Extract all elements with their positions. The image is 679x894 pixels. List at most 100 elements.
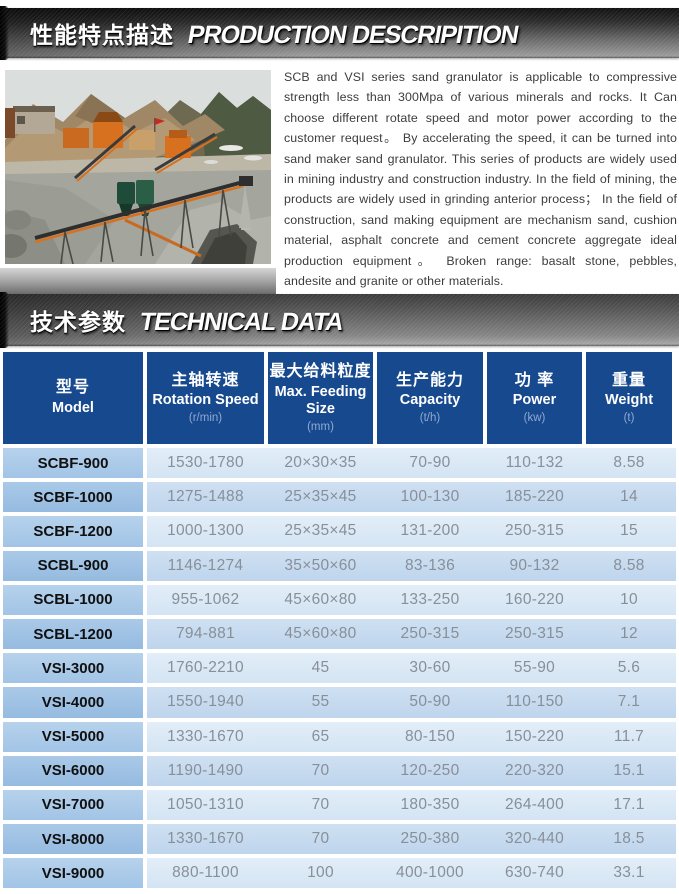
model-cell: VSI-4000 [3,687,143,718]
value-cell: 250-380 [400,830,460,848]
value-cell: 70 [311,761,330,779]
row-values: 1330-1670 70 250-380 320-440 18.5 [147,824,676,855]
value-cell: 100-130 [400,488,460,506]
model-cell: VSI-3000 [3,653,143,684]
model-cell: VSI-7000 [3,789,143,821]
table-row: VSI-5000 1330-1670 65 80-150 150-220 11.7 [3,721,676,752]
row-values: 1550-1940 55 50-90 110-150 7.1 [147,687,676,718]
model-cell: VSI-8000 [3,824,143,855]
value-cell: 250-315 [400,625,460,643]
table-header-cell: 最大给料粒度 Max. Feeding Size (mm) [268,352,373,444]
table-row: SCBF-1200 1000-1300 25×35×45 131-200 250-315… [3,516,676,547]
value-cell: 5.6 [617,659,641,677]
table-row: VSI-7000 1050-1310 70 180-350 264-400 17.1 [3,789,676,821]
value-cell: 250-315 [505,625,564,643]
value-cell: 1530-1780 [167,454,244,472]
row-values: 794-881 45×60×80 250-315 250-315 12 [147,618,676,650]
table-row: SCBL-1000 955-1062 45×60×80 133-250 160-220 1… [3,584,676,615]
table-header-cell: 型号 Model [3,352,143,444]
quarry-scene-illustration [5,70,271,264]
value-cell: 1000-1300 [167,522,244,540]
banner-title: 技术参数 TECHNICAL DATA [0,303,346,337]
value-cell: 1146-1274 [167,556,244,574]
table-row: SCBF-1000 1275-1488 25×35×45 100-130 185-220… [3,482,676,513]
model-cell: SCBL-1000 [3,584,143,615]
description-paragraph: SCB and VSI series sand granulator is ap… [284,70,677,289]
value-cell: 70-90 [409,454,451,472]
value-cell: 70 [311,830,330,848]
value-cell: 80-150 [404,727,456,745]
value-cell: 794-881 [176,625,235,643]
table-body: SCBF-900 1530-1780 20×30×35 70-90 110-132 8.5… [3,448,676,889]
row-values: 880-1100 100 400-1000 630-740 33.1 [147,858,676,889]
value-cell: 185-220 [505,488,564,506]
value-cell: 35×50×60 [284,556,357,574]
value-cell: 55-90 [513,659,556,677]
model-cell: SCBL-1200 [3,618,143,650]
row-values: 1530-1780 20×30×35 70-90 110-132 8.58 [147,448,676,479]
value-cell: 45 [311,659,330,677]
photo-bottom-shadow [0,268,276,294]
value-cell: 11.7 [613,727,645,745]
value-cell: 880-1100 [172,864,239,882]
value-cell: 133-250 [400,590,460,608]
value-cell: 25×35×45 [284,488,357,506]
table-row: VSI-3000 1760-2210 45 30-60 55-90 5.6 [3,653,676,684]
page-curl-shadow [0,6,9,60]
row-values: 955-1062 45×60×80 133-250 160-220 10 [147,584,676,615]
model-cell: VSI-5000 [3,721,143,752]
model-cell: VSI-6000 [3,755,143,786]
row-values: 1190-1490 70 120-250 220-320 15.1 [147,755,676,786]
value-cell: 320-440 [505,830,564,848]
value-cell: 150-220 [505,727,564,745]
value-cell: 15 [620,522,638,540]
table-row: SCBL-1200 794-881 45×60×80 250-315 250-315 12 [3,618,676,650]
table-row: VSI-6000 1190-1490 70 120-250 220-320 15.1 [3,755,676,786]
value-cell: 1550-1940 [167,693,244,711]
value-cell: 120-250 [400,761,460,779]
model-cell: SCBF-1000 [3,482,143,513]
table-row: SCBF-900 1530-1780 20×30×35 70-90 110-132 8.5… [3,448,676,479]
value-cell: 45×60×80 [284,590,357,608]
value-cell: 70 [311,795,330,813]
table-row: SCBL-900 1146-1274 35×50×60 83-136 90-132 8.5… [3,550,676,581]
value-cell: 20×30×35 [284,454,357,472]
table-header: 型号 Model 主轴转速 Rotation Speed (r/min) 最大给料粒度 Ma… [3,352,676,444]
table-row: VSI-8000 1330-1670 70 250-380 320-440 18.5 [3,824,676,855]
row-values: 1330-1670 65 80-150 150-220 11.7 [147,721,676,752]
value-cell: 264-400 [505,795,564,813]
banner-title: 性能特点描述 PRODUCTION DESCRIPITION [0,16,521,50]
production-line-photo [5,70,271,264]
value-cell: 1190-1490 [167,761,244,779]
row-values: 1146-1274 35×50×60 83-136 90-132 8.58 [147,550,676,581]
value-cell: 12 [620,625,638,643]
banner-title-en: PRODUCTION DESCRIPITION [186,21,521,49]
value-cell: 1330-1670 [167,727,244,745]
value-cell: 90-132 [509,556,560,574]
value-cell: 1275-1488 [167,488,244,506]
value-cell: 50-90 [409,693,451,711]
value-cell: 8.58 [613,556,645,574]
model-cell: SCBF-900 [3,448,143,479]
value-cell: 18.5 [613,830,645,848]
value-cell: 45×60×80 [284,625,357,643]
value-cell: 83-136 [404,556,456,574]
value-cell: 630-740 [505,864,564,882]
production-description-banner: 性能特点描述 PRODUCTION DESCRIPITION [0,6,679,60]
row-values: 1000-1300 25×35×45 131-200 250-315 15 [147,516,676,547]
value-cell: 220-320 [505,761,564,779]
row-values: 1050-1310 70 180-350 264-400 17.1 [147,789,676,821]
value-cell: 131-200 [400,522,460,540]
model-cell: SCBF-1200 [3,516,143,547]
value-cell: 17.1 [613,795,645,813]
value-cell: 110-150 [505,693,564,711]
row-values: 1760-2210 45 30-60 55-90 5.6 [147,653,676,684]
value-cell: 65 [311,727,330,745]
value-cell: 100 [307,864,334,882]
table-header-cell: 主轴转速 Rotation Speed (r/min) [147,352,264,444]
banner-title-en: TECHNICAL DATA [138,308,346,336]
value-cell: 55 [311,693,330,711]
value-cell: 15.1 [613,761,645,779]
value-cell: 7.1 [617,693,641,711]
table-header-cell: 功 率 Power (kw) [487,352,582,444]
